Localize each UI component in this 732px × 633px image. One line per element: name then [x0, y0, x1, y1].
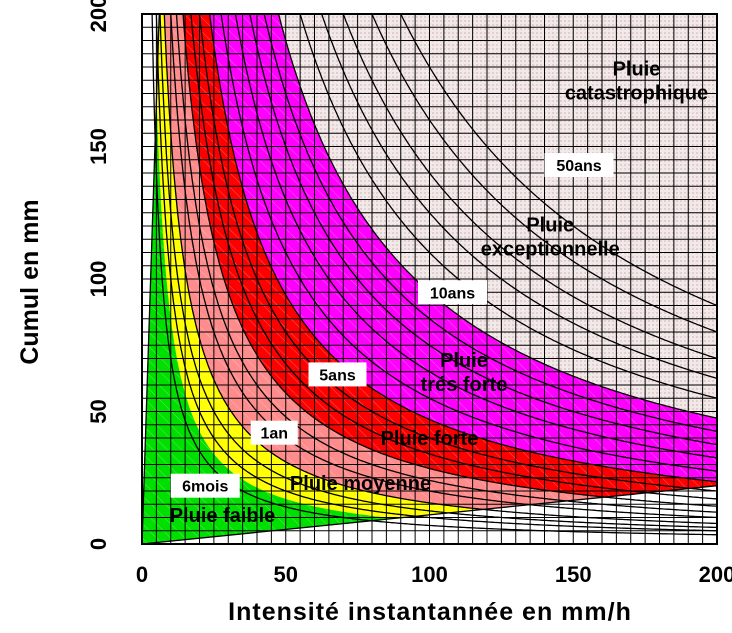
return-period-curve: [175, 14, 717, 513]
zone-label: trés forte: [421, 374, 508, 396]
return-period-curve: [220, 14, 717, 472]
zone-label: Pluie: [613, 58, 661, 80]
return-period-curve: [321, 14, 717, 380]
y-tick-label: 150: [86, 128, 111, 165]
return-period-curve: [208, 14, 717, 483]
y-tick-label: 50: [86, 399, 111, 423]
return-period-curve: [190, 14, 717, 500]
return-period-curve: [400, 14, 717, 307]
return-period-label-box: [308, 362, 367, 387]
return-period-label: 6mois: [182, 479, 228, 496]
return-period-curves: [142, 14, 717, 544]
x-tick-label: 50: [274, 562, 298, 587]
x-tick-label: 0: [136, 562, 148, 587]
zone-label: Pluie moyenne: [290, 473, 431, 495]
plot-frame: [141, 13, 718, 545]
lower-boundary-line: [142, 485, 717, 544]
x-axis-title: Intensité instantannée en mm/h: [228, 598, 632, 626]
return-period-curve: [159, 14, 717, 529]
return-period-curve: [151, 14, 717, 536]
return-period-curve: [342, 14, 717, 360]
return-period-label-box: [418, 280, 487, 305]
return-period-label-box: [170, 473, 240, 498]
ticks-layer: 0 50 100 150 200 0 50 100 150 200: [86, 0, 732, 587]
zone-label: Pluie faible: [170, 505, 276, 527]
labels-layer: Pluie faible Pluie moyenne Pluie forte Plui…: [170, 58, 708, 527]
x-tick-label: 150: [555, 562, 592, 587]
zone-label: Pluie forte: [381, 428, 479, 450]
zone-label: catastrophique: [565, 82, 708, 104]
y-tick-label: 0: [86, 538, 111, 550]
zone-label: exceptionnelle: [481, 239, 620, 261]
y-tick-label: 100: [86, 261, 111, 298]
return-period-label-box: [250, 420, 298, 445]
return-period-curve: [170, 14, 717, 519]
y-tick-label: 200: [86, 0, 111, 32]
return-period-curve: [198, 14, 717, 492]
return-period-curve: [155, 14, 717, 532]
return-period-label: 5ans: [319, 367, 356, 384]
return-period-label: 50ans: [556, 158, 601, 175]
left-boundary-line: [142, 14, 160, 544]
zone-label: Pluie: [526, 215, 574, 237]
return-period-label-box: [544, 153, 614, 178]
return-period-curve: [263, 14, 717, 433]
return-period-curve: [234, 14, 717, 459]
y-axis-title: Cumul en mm: [16, 199, 44, 364]
x-tick-label: 200: [699, 562, 732, 587]
x-tick-label: 100: [411, 562, 448, 587]
return-period-label: 1an: [260, 426, 288, 443]
return-period-curve: [249, 14, 717, 446]
return-period-curve: [371, 14, 717, 333]
return-period-label: 10ans: [430, 285, 475, 302]
return-period-curve: [299, 14, 717, 399]
zone-label: Pluie: [440, 350, 488, 372]
return-period-curve: [163, 14, 717, 525]
return-period-curve: [182, 14, 717, 507]
